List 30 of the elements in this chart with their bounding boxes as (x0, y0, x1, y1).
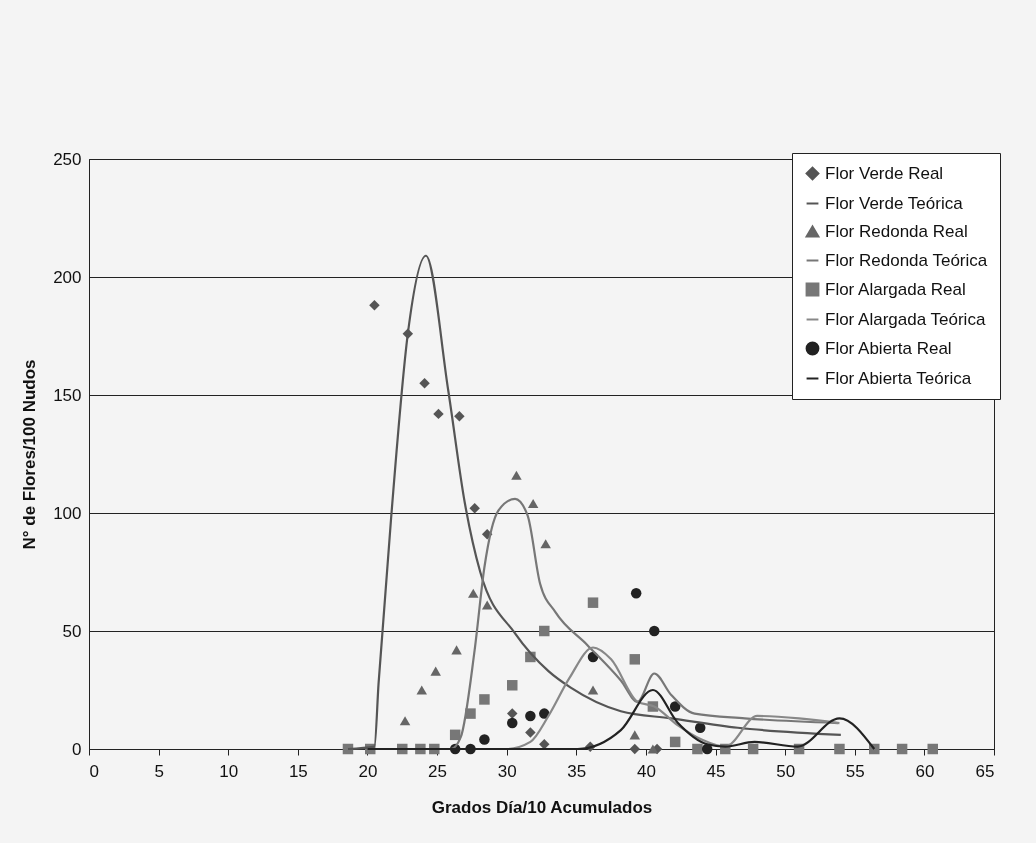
y-tick-label: 50 (62, 621, 82, 641)
x-tick-label: 30 (497, 761, 517, 781)
x-tick-label: 10 (219, 761, 239, 781)
legend-label: Flor Redonda Real (825, 221, 968, 241)
y-axis-title: N° de Flores/100 Nudos (20, 359, 40, 550)
y-tick-label: 0 (72, 739, 82, 759)
x-tick-label: 60 (915, 761, 935, 781)
x-tick-label: 45 (706, 761, 726, 781)
x-tick-label: 15 (288, 761, 308, 781)
legend-label: Flor Abierta Real (825, 338, 952, 358)
legend-label: Flor Verde Teórica (825, 193, 964, 213)
x-tick-label: 25 (428, 761, 448, 781)
y-tick-label: 250 (53, 149, 82, 169)
legend-label: Flor Verde Real (825, 163, 944, 183)
legend-label: Flor Alargada Real (825, 279, 966, 299)
y-tick-label: 100 (53, 503, 82, 523)
y-tick-label: 200 (53, 267, 82, 287)
x-tick-label: 5 (154, 761, 164, 781)
x-tick-label: 0 (89, 761, 99, 781)
legend-label: Flor Abierta Teórica (825, 368, 972, 388)
x-tick-label: 35 (567, 761, 587, 781)
x-tick-label: 20 (358, 761, 378, 781)
x-tick-label: 40 (636, 761, 656, 781)
y-tick-label: 150 (53, 385, 82, 405)
legend-label: Flor Redonda Teórica (825, 250, 988, 270)
x-tick-label: 65 (975, 761, 995, 781)
x-tick-label: 55 (845, 761, 865, 781)
x-tick-label: 50 (776, 761, 796, 781)
x-axis-title: Grados Día/10 Acumulados (431, 797, 653, 817)
legend-label: Flor Alargada Teórica (825, 309, 986, 329)
